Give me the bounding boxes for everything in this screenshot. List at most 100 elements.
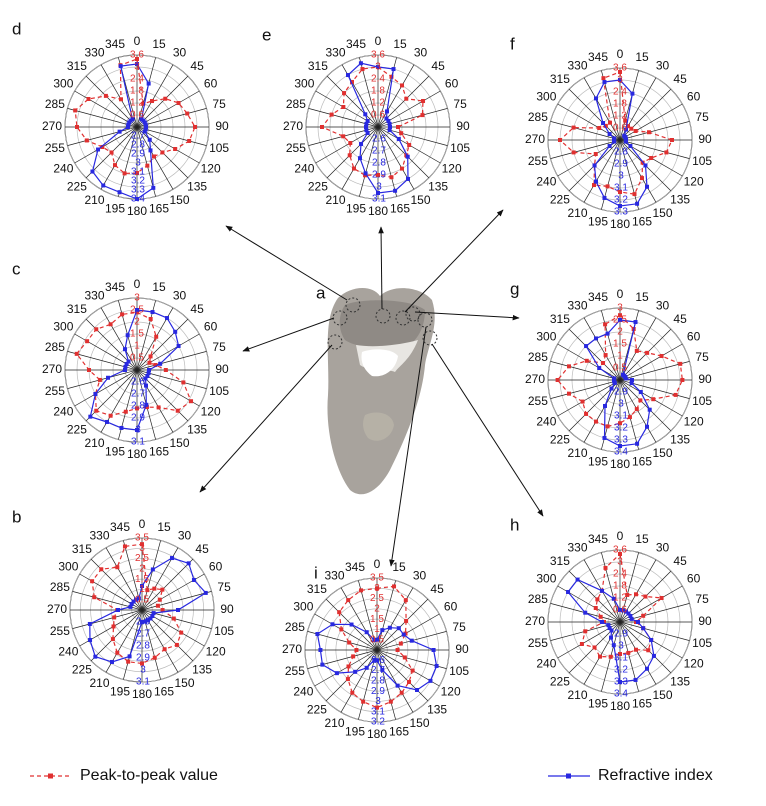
marker <box>142 129 147 134</box>
marker <box>633 320 638 325</box>
marker <box>420 113 425 118</box>
r2-tick-label: 2.8 <box>131 401 145 412</box>
angle-label: 45 <box>673 72 687 86</box>
spoke <box>340 649 378 713</box>
angle-label: 330 <box>84 46 104 60</box>
angle-label: 345 <box>588 50 608 64</box>
marker <box>645 424 649 429</box>
spoke <box>314 649 378 687</box>
marker <box>399 690 404 695</box>
marker <box>170 556 174 561</box>
marker <box>99 567 104 572</box>
marker <box>173 147 178 151</box>
r2-tick-label: 2.7 <box>372 146 386 157</box>
polar-chart: 0 153045607590105120135150165180195210225… <box>12 507 234 701</box>
angle-label: 105 <box>692 636 712 650</box>
angle-label: 120 <box>201 405 221 419</box>
marker <box>96 147 101 152</box>
marker <box>645 184 649 189</box>
marker <box>329 112 334 117</box>
marker <box>597 126 602 130</box>
angle-label: 240 <box>58 645 78 659</box>
marker <box>598 614 603 619</box>
angle-label: 45 <box>431 59 445 73</box>
angle-label: 165 <box>149 201 169 215</box>
marker <box>640 176 644 181</box>
r2-tick-label: 3 <box>140 665 146 676</box>
angle-label: 105 <box>450 141 470 155</box>
angle-label: 135 <box>192 662 212 676</box>
marker <box>358 61 363 66</box>
marker <box>337 610 342 615</box>
marker <box>135 308 139 312</box>
angle-label: 75 <box>695 350 709 364</box>
polar-chart: 0 153045607590105120135150165180195210225… <box>282 557 469 741</box>
marker <box>109 150 114 155</box>
marker <box>128 604 133 609</box>
r2-tick-label: 2.6 <box>372 134 386 145</box>
marker <box>646 648 651 653</box>
spoke <box>619 343 683 381</box>
marker <box>143 619 148 624</box>
marker <box>386 119 391 123</box>
r-tick-label: 1.2 <box>130 98 144 109</box>
r2-tick-label: 3.1 <box>371 706 385 717</box>
marker <box>380 667 385 672</box>
marker <box>175 408 180 413</box>
spoke <box>377 126 430 179</box>
marker <box>396 626 401 631</box>
r2-tick-label: 2.7 <box>131 389 145 400</box>
marker <box>147 137 152 142</box>
marker <box>176 344 181 348</box>
marker <box>401 632 406 637</box>
marker <box>131 599 136 604</box>
marker <box>602 80 607 85</box>
marker <box>603 565 608 570</box>
marker <box>74 351 79 356</box>
angle-label: 270 <box>42 362 62 376</box>
marker <box>148 148 153 153</box>
r-tick-label: 1.5 <box>370 614 384 625</box>
spoke <box>136 126 207 146</box>
spoke <box>550 379 621 399</box>
spoke <box>136 333 200 371</box>
polar-chart: 0 153045607590105120135150165180195210225… <box>12 19 229 218</box>
marker <box>174 642 179 647</box>
angle-label: 120 <box>684 415 704 429</box>
marker <box>360 67 365 72</box>
marker <box>144 402 149 407</box>
marker <box>612 136 617 141</box>
marker <box>136 596 141 601</box>
r-tick-label: 2.4 <box>613 569 627 580</box>
marker <box>647 407 652 412</box>
angle-label: 165 <box>632 454 652 468</box>
r-tick-label: 1 <box>139 584 145 595</box>
marker <box>100 145 105 149</box>
angle-label: 240 <box>536 175 556 189</box>
marker <box>171 616 176 621</box>
angle-label: 210 <box>84 436 104 450</box>
marker <box>584 344 589 349</box>
angle-label: 45 <box>190 302 204 316</box>
marker <box>395 683 400 688</box>
angle-label: 105 <box>209 141 229 155</box>
angle-label: 165 <box>389 724 409 738</box>
r2-tick-label: 2.9 <box>131 413 145 424</box>
marker <box>594 336 598 341</box>
spoke <box>376 598 429 651</box>
marker <box>339 627 344 632</box>
angle-label: 225 <box>67 179 87 193</box>
r2-tick-label: 3.2 <box>614 195 628 206</box>
angle-label: 15 <box>157 520 171 534</box>
marker <box>391 67 396 72</box>
angle-label: 60 <box>445 77 459 91</box>
marker <box>135 171 139 175</box>
marker <box>123 368 127 372</box>
marker <box>135 428 139 432</box>
marker <box>123 347 127 352</box>
marker <box>632 192 637 197</box>
marker <box>75 125 79 129</box>
marker <box>122 171 127 176</box>
